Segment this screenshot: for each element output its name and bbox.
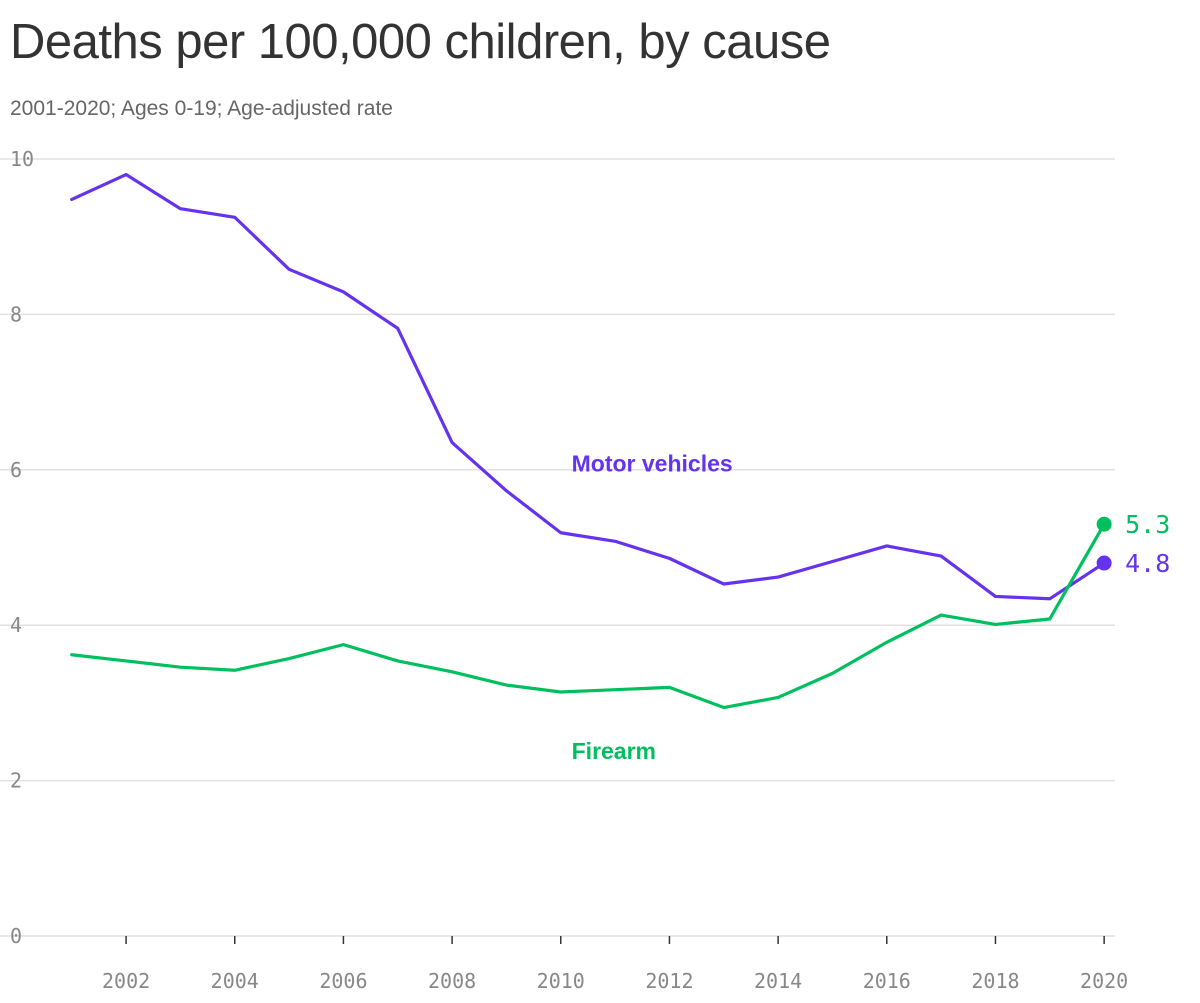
- series-labels: Motor vehicles Firearm: [572, 450, 733, 763]
- end-label-motor-vehicles: 4.8: [1125, 549, 1170, 578]
- gridlines: [0, 158, 1115, 937]
- series-endpoints: 4.85.3: [1096, 510, 1170, 578]
- series-label-motor-vehicles: Motor vehicles: [572, 450, 733, 476]
- series-lines: [70, 172, 1106, 710]
- y-tick-label: 6: [10, 458, 22, 482]
- end-label-firearm: 5.3: [1125, 510, 1170, 539]
- x-tick-label: 2014: [754, 969, 802, 993]
- x-axis: 2002 2004 2006 2008 2010 2012 2014 2016 2018 2020: [102, 936, 1128, 993]
- x-tick-label: 2002: [102, 969, 150, 993]
- y-tick-label: 4: [10, 613, 22, 637]
- y-tick-label: 10: [10, 147, 34, 171]
- x-tick-label: 2016: [863, 969, 911, 993]
- x-tick-label: 2020: [1080, 969, 1128, 993]
- x-tick-label: 2006: [319, 969, 367, 993]
- x-tick-label: 2012: [645, 969, 693, 993]
- series-line-motor-vehicles: [70, 172, 1106, 601]
- y-tick-label: 0: [10, 924, 22, 948]
- y-tick-label: 2: [10, 769, 22, 793]
- x-tick-label: 2018: [971, 969, 1019, 993]
- series-label-firearm: Firearm: [572, 738, 656, 764]
- y-axis: 0 2 4 6 8 10: [10, 147, 34, 948]
- series-line-firearm: [70, 522, 1106, 710]
- x-tick-label: 2004: [211, 969, 259, 993]
- chart-subtitle: 2001-2020; Ages 0-19; Age-adjusted rate: [10, 97, 393, 120]
- x-tick-label: 2008: [428, 969, 476, 993]
- endpoint-dot-motor-vehicles: [1096, 555, 1112, 571]
- chart-title: Deaths per 100,000 children, by cause: [10, 15, 831, 69]
- endpoint-dot-firearm: [1096, 516, 1112, 532]
- x-tick-label: 2010: [537, 969, 585, 993]
- y-tick-label: 8: [10, 302, 22, 326]
